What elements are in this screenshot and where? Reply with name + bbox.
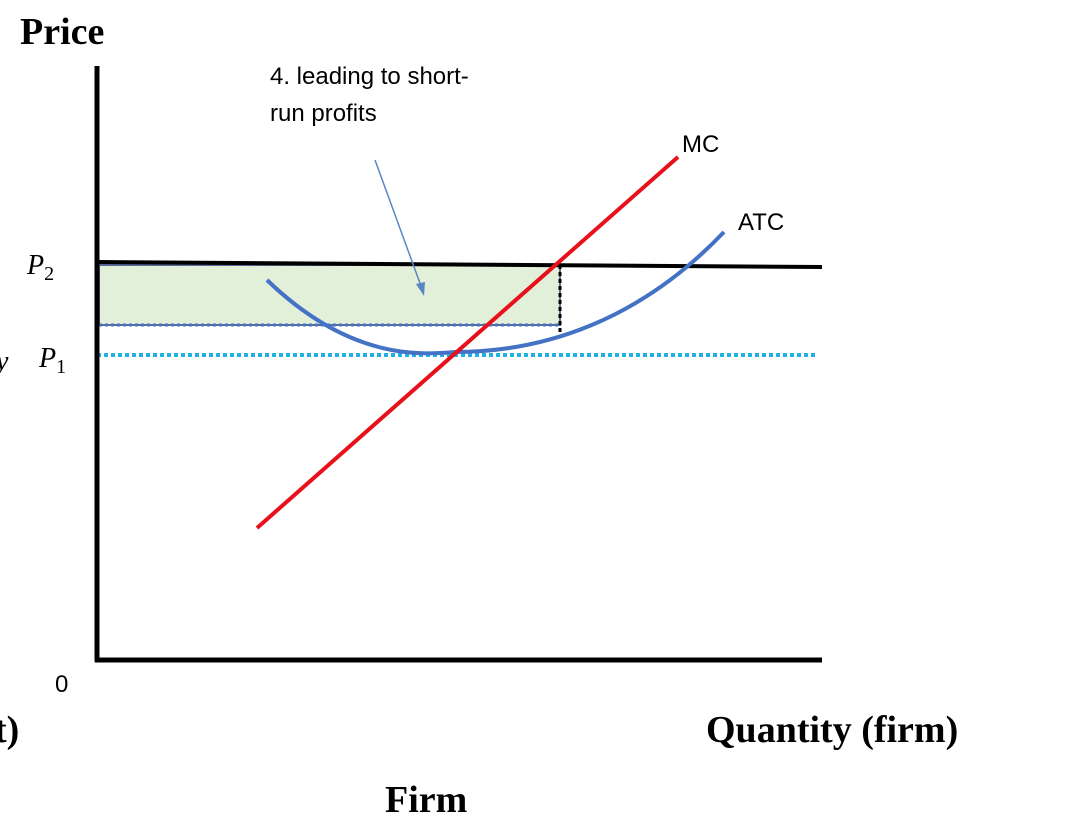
cropped-text: y (0, 346, 9, 377)
annotation-line: run profits (270, 100, 377, 127)
profit-area (98, 264, 561, 326)
arrow-head (416, 282, 425, 296)
caption: Firm (385, 779, 467, 819)
p1-label: P1 (38, 343, 66, 378)
annotation-line: 4. leading to short- (270, 63, 469, 90)
atc-curve (265, 230, 726, 356)
atc-label: ATC (738, 209, 784, 236)
y-axis-label: Price (20, 11, 104, 53)
price-line-p2 (96, 260, 823, 269)
p2-label: P2 (26, 250, 54, 285)
x-axis-label: Quantity (firm) (706, 709, 958, 751)
cropped-text: t) (0, 709, 19, 751)
annotation-arrow (374, 159, 422, 287)
origin-label: 0 (55, 671, 68, 698)
mc-label: MC (682, 131, 719, 158)
mc-curve (255, 155, 680, 530)
